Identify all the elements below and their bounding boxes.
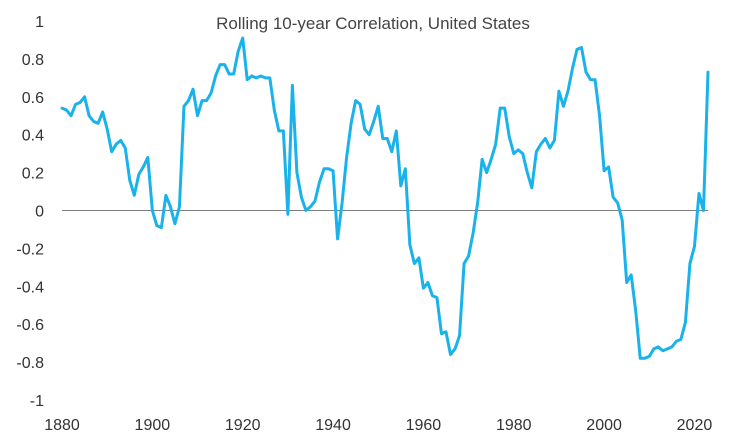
y-tick-label: -0.2 — [16, 241, 44, 258]
correlation-series-line — [60, 36, 710, 360]
y-tick-label: 0.2 — [22, 166, 44, 183]
x-tick-label: 1900 — [135, 417, 171, 434]
x-tick-label: 2000 — [586, 417, 622, 434]
y-tick-label: 0.4 — [22, 128, 44, 145]
y-tick-label: 0 — [35, 204, 44, 221]
y-tick-label: 1 — [35, 14, 44, 31]
y-tick-label: 0.6 — [22, 90, 44, 107]
y-axis: 1 0.8 0.6 0.4 0.2 0 -0.2 -0.4 -0.6 -0.8 -1 — [16, 14, 44, 410]
y-tick-label: -1 — [30, 393, 44, 410]
chart-title: Rolling 10-year Correlation, United Stat… — [216, 14, 530, 33]
y-tick-label: -0.4 — [16, 279, 44, 296]
x-tick-label: 2020 — [677, 417, 713, 434]
y-tick-label: -0.6 — [16, 317, 44, 334]
x-axis: 1880 1900 1920 1940 1960 1980 2000 2020 — [44, 417, 712, 434]
x-tick-label: 1940 — [315, 417, 351, 434]
x-tick-label: 1960 — [406, 417, 442, 434]
x-tick-label: 1880 — [44, 417, 80, 434]
y-tick-label: -0.8 — [16, 355, 44, 372]
x-tick-label: 1980 — [496, 417, 532, 434]
x-tick-label: 1920 — [225, 417, 261, 434]
y-tick-label: 0.8 — [22, 52, 44, 69]
